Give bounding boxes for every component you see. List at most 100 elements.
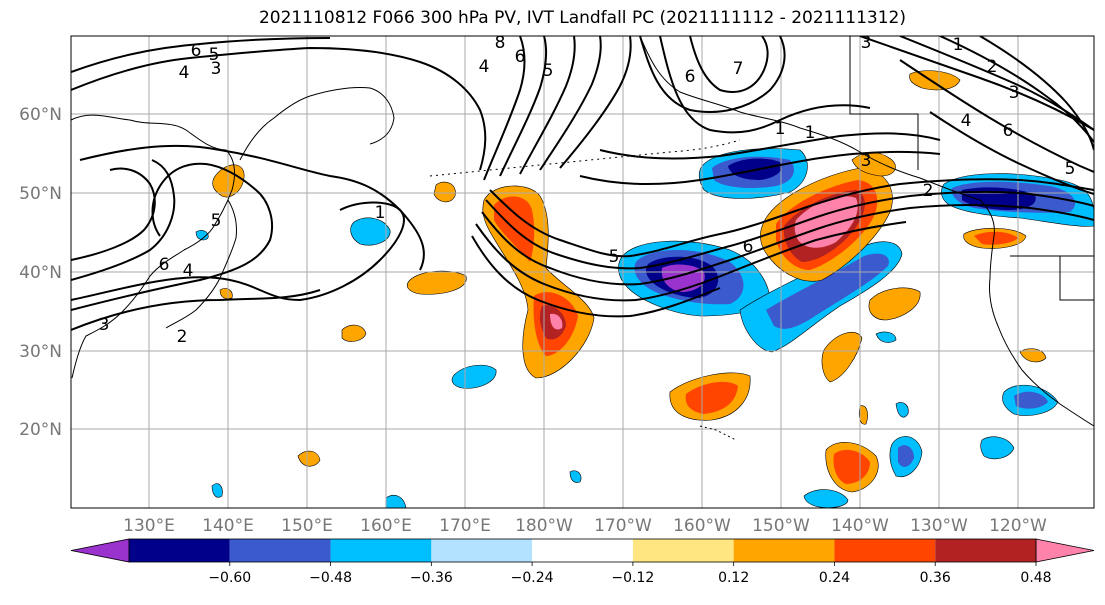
contour-label: 3	[99, 315, 110, 335]
colorbar-tick-label: −0.48	[309, 570, 352, 586]
pv-contour	[481, 204, 1094, 286]
lat-label: 30°N	[19, 342, 62, 362]
contour-label: 4	[961, 111, 972, 131]
lon-label: 150°W	[752, 516, 810, 536]
contour-label: 4	[479, 57, 490, 77]
colorbar-swatch	[632, 539, 734, 562]
pv-contour	[519, 36, 576, 175]
gridlines	[71, 36, 1094, 508]
coastline-na-west	[919, 177, 1094, 427]
contour-label: 5	[609, 247, 620, 267]
lon-label: 180°W	[515, 516, 573, 536]
contour-label: 4	[179, 63, 190, 83]
colorbar-swatch	[229, 539, 331, 562]
colorbar-swatch	[330, 539, 432, 562]
pv-contours	[71, 36, 1094, 331]
contour-labels: 6 5 4 3 1 8 6 7 6 3 4 5 1 2 3 5 6 4 5 6	[99, 33, 1076, 347]
contour-label: 6	[1003, 121, 1014, 141]
anom-blob	[385, 495, 407, 508]
colorbar-swatch	[733, 539, 835, 562]
state-border	[1059, 256, 1094, 301]
contour-label: 3	[861, 151, 872, 171]
colorbar-swatch	[70, 538, 130, 563]
colorbar-tick-label: 0.12	[718, 570, 749, 586]
contour-label: 1	[775, 119, 786, 139]
anom-blob	[1019, 348, 1047, 363]
latitude-labels: 60°N 50°N 40°N 30°N 20°N	[19, 105, 62, 440]
anom-blob	[211, 483, 223, 498]
pv-contour	[475, 221, 907, 302]
pv-contour	[929, 111, 1094, 195]
contour-label: 2	[923, 181, 934, 201]
pv-contour	[489, 178, 1094, 258]
contour-label: 5	[209, 45, 220, 65]
colorbar-swatch	[532, 539, 633, 562]
lon-label: 130°W	[910, 516, 968, 536]
anom-blob	[350, 217, 391, 246]
pv-contour	[71, 37, 331, 73]
anom-blob	[297, 450, 321, 467]
contour-label: 5	[211, 211, 222, 231]
pv-contour	[71, 46, 487, 171]
coastline-asia	[71, 114, 235, 379]
anom-blob	[433, 181, 456, 203]
pv-contour	[499, 36, 548, 177]
colorbar-tick-label: −0.24	[511, 570, 554, 586]
colorbar-tick-label: 0.36	[920, 570, 951, 586]
lon-label: 140°W	[831, 516, 889, 536]
pv-contour	[539, 36, 602, 171]
pv-contour	[659, 36, 871, 134]
pv-contour	[71, 159, 176, 281]
lon-label: 150°E	[281, 516, 333, 536]
lon-label: 170°E	[439, 516, 491, 536]
pv-contour	[689, 36, 769, 93]
contour-label: 5	[543, 61, 554, 81]
contour-label: 2	[987, 57, 998, 77]
anom-blob	[803, 489, 849, 508]
contour-label: 4	[183, 261, 194, 281]
lat-label: 60°N	[19, 105, 62, 125]
lat-label: 40°N	[19, 263, 62, 283]
canada-border	[849, 36, 919, 170]
colorbar: −0.60 −0.48 −0.36 −0.24 −0.12 0.12 0.24 0.36 0.4…	[70, 538, 1095, 586]
anom-blob	[1014, 391, 1048, 409]
pv-contour	[939, 36, 1094, 143]
colorbar-swatch	[1035, 538, 1095, 563]
contour-label: 3	[211, 59, 222, 79]
contour-label: 6	[685, 67, 696, 87]
anom-blob	[868, 287, 921, 321]
colorbar-tick-label: 0.24	[819, 570, 850, 586]
lon-label: 120°W	[989, 516, 1047, 536]
pv-contour	[559, 36, 632, 169]
contour-label: 3	[1009, 83, 1020, 103]
anom-blob	[341, 324, 367, 342]
anom-blob	[895, 402, 909, 418]
pv-contour	[471, 235, 721, 318]
map-frame	[70, 35, 1095, 509]
pv-contour	[79, 144, 425, 271]
colorbar-tick-label: −0.12	[611, 570, 654, 586]
pv-contour	[579, 150, 941, 186]
lat-label: 20°N	[19, 420, 62, 440]
anom-blob	[219, 288, 233, 300]
anom-blob	[685, 381, 738, 414]
anom-blob	[451, 364, 497, 389]
contour-label: 1	[953, 35, 964, 55]
anom-blob	[858, 405, 868, 425]
figure-title: 2021110812 F066 300 hPa PV, IVT Landfall…	[258, 8, 906, 28]
coastline-alaska	[639, 36, 921, 179]
contour-label: 8	[495, 33, 506, 53]
contour-label: 1	[375, 203, 386, 223]
anom-blob	[550, 313, 563, 330]
lon-label: 170°W	[594, 516, 652, 536]
colorbar-swatch	[431, 539, 533, 562]
colorbar-outline	[128, 538, 1037, 563]
anom-blob	[875, 331, 897, 343]
lon-label: 160°W	[673, 516, 731, 536]
colorbar-swatch	[129, 539, 230, 562]
anom-blob	[569, 470, 582, 483]
contour-label: 3	[861, 33, 872, 53]
pv-contour	[859, 36, 1094, 131]
